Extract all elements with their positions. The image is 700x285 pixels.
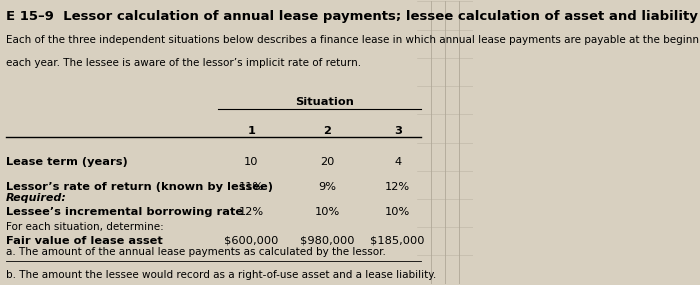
Text: Situation: Situation <box>295 97 354 107</box>
Text: $600,000: $600,000 <box>224 236 279 246</box>
Text: 1: 1 <box>248 126 256 136</box>
Text: a. The amount of the annual lease payments as calculated by the lessor.: a. The amount of the annual lease paymen… <box>6 247 386 257</box>
Text: 10: 10 <box>244 157 259 167</box>
Text: Lessor’s rate of return (known by lessee): Lessor’s rate of return (known by lessee… <box>6 182 273 192</box>
Text: 12%: 12% <box>239 207 264 217</box>
Text: Required:: Required: <box>6 193 67 203</box>
Text: each year. The lessee is aware of the lessor’s implicit rate of return.: each year. The lessee is aware of the le… <box>6 58 361 68</box>
Text: E 15–9  Lessor calculation of annual lease payments; lessee calculation of asset: E 15–9 Lessor calculation of annual leas… <box>6 10 700 23</box>
Text: 11%: 11% <box>239 182 264 192</box>
Text: $185,000: $185,000 <box>370 236 425 246</box>
Text: 10%: 10% <box>385 207 410 217</box>
Text: Lessee’s incremental borrowing rate: Lessee’s incremental borrowing rate <box>6 207 243 217</box>
Text: Fair value of lease asset: Fair value of lease asset <box>6 236 163 246</box>
Text: b. The amount the lessee would record as a right-of-use asset and a lease liabil: b. The amount the lessee would record as… <box>6 270 436 280</box>
Text: For each situation, determine:: For each situation, determine: <box>6 221 164 231</box>
Text: 2: 2 <box>323 126 331 136</box>
Text: 12%: 12% <box>385 182 410 192</box>
Text: $980,000: $980,000 <box>300 236 354 246</box>
Text: Lease term (years): Lease term (years) <box>6 157 128 167</box>
Text: 10%: 10% <box>314 207 340 217</box>
Text: Each of the three independent situations below describes a finance lease in whic: Each of the three independent situations… <box>6 35 700 45</box>
Text: 9%: 9% <box>318 182 336 192</box>
Text: 4: 4 <box>394 157 401 167</box>
Text: 3: 3 <box>393 126 402 136</box>
Text: 20: 20 <box>320 157 334 167</box>
